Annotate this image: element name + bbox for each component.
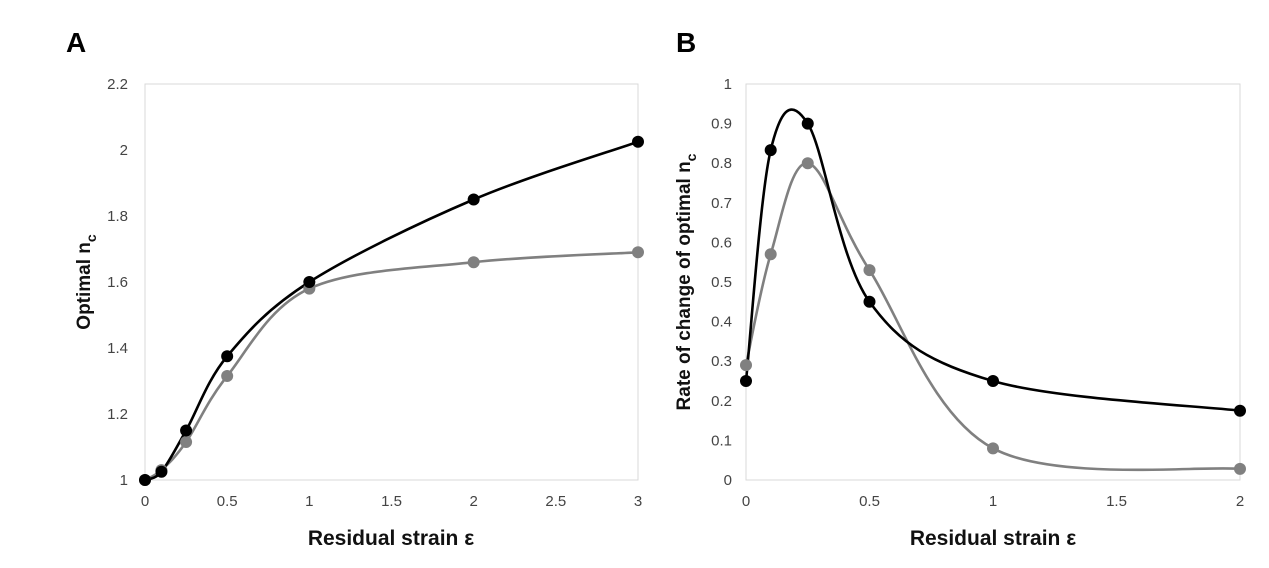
panel-b-series-2-point (801, 157, 814, 170)
panel-b-y-tick-label: 0.5 (711, 274, 732, 291)
panel-a-y-tick-label: 1.4 (107, 340, 128, 357)
panel-b-series-1-point (1234, 404, 1246, 417)
panel-a-x-axis-title: Residual strain ε (308, 527, 474, 550)
panel-a-series-1-point (303, 276, 316, 288)
panel-a-label: A (66, 27, 86, 58)
panel-b-y-tick-labels: 0 0.1 0.2 0.3 0.4 0.5 0.6 0.7 0.8 0.9 1 (711, 76, 732, 489)
panel-a-series-1-line (143, 140, 640, 482)
panel-a-y-tick-label: 1 (120, 472, 128, 489)
panel-b-x-tick-label: 0.5 (859, 493, 880, 510)
panel-b-series-1-point (764, 144, 777, 157)
panel-a-series-group (139, 135, 644, 486)
panel-a-y-axis-title: Optimal nc (74, 234, 99, 330)
panel-a-series-1-point (139, 474, 151, 486)
panel-b-series-2-point (1234, 462, 1246, 475)
panel-b-label: B (676, 27, 696, 58)
panel-b-series-1-point (863, 295, 876, 308)
panel-b-series-group (740, 108, 1246, 475)
panel-b-y-tick-label: 0.4 (711, 314, 732, 331)
panel-a-y-tick-label: 2.2 (107, 76, 128, 93)
panel-a-y-tick-label: 1.6 (107, 274, 128, 291)
panel-a-series-1-point (467, 193, 480, 206)
panel-a-x-tick-label: 2 (469, 493, 477, 510)
panel-a-series-1-point (221, 350, 234, 363)
panel-a-x-tick-label: 2.5 (545, 493, 566, 510)
panel-b-x-tick-label: 1 (989, 493, 997, 510)
panel-b-x-axis-title: Residual strain ε (910, 527, 1076, 550)
panel-a-x-tick-labels: 0 0.5 1 1.5 2 2.5 3 (141, 493, 642, 510)
panel-b-series-1-point (987, 375, 999, 387)
panel-b-y-tick-label: 0.1 (711, 432, 732, 449)
panel-a-y-axis-title-main: Optimal n (74, 242, 95, 330)
panel-a-series-1-point (180, 424, 193, 437)
panel-b-y-tick-label: 0.8 (711, 155, 732, 172)
panel-a-x-tick-label: 1.5 (381, 493, 402, 510)
panel-b-x-tick-label: 1.5 (1106, 493, 1127, 510)
panel-b-x-tick-labels: 0 0.5 1 1.5 2 (742, 493, 1244, 510)
panel-a: A 1 1.2 1.4 1.6 1.8 2 2.2 0 0.5 1 1.5 2 2.5 3 Residu… (66, 27, 644, 550)
panel-a-series-1-point (155, 465, 168, 478)
panel-b-series-2-point (987, 442, 999, 455)
panel-a-x-tick-label: 1 (305, 493, 313, 510)
panel-a-x-tick-label: 0 (141, 493, 149, 510)
panel-b-y-tick-label: 0 (724, 472, 732, 489)
panel-a-series-2-point (221, 370, 234, 383)
panel-b-series-1-point (801, 117, 814, 130)
panel-b-plot-area (745, 83, 1241, 481)
panel-a-series-1-point (632, 135, 644, 148)
panel-b-series-2-point (764, 248, 777, 261)
panel-a-y-tick-label: 2 (120, 142, 128, 159)
panel-b-x-tick-label: 2 (1236, 493, 1244, 510)
panel-a-x-tick-label: 0.5 (217, 493, 238, 510)
panel-b-y-axis-title: Rate of change of optimal nc (674, 153, 699, 410)
panel-a-x-tick-label: 3 (634, 493, 642, 510)
panel-b-y-axis-title-main: Rate of change of optimal n (674, 161, 695, 410)
panel-a-y-axis-title-subscript: c (83, 234, 99, 242)
panel-a-y-tick-label: 1.8 (107, 208, 128, 225)
panel-b-series-2-point (863, 264, 876, 277)
panel-b: B 0 0.1 0.2 0.3 0.4 0.5 0.6 0.7 0.8 0.9 1 0 0.5 1 1.5… (674, 27, 1246, 550)
panel-b-series-1-point (740, 375, 752, 387)
panel-a-series-2-point (180, 436, 193, 449)
panel-b-y-tick-label: 1 (724, 76, 732, 93)
panel-a-y-tick-label: 1.2 (107, 406, 128, 423)
panel-b-y-tick-label: 0.9 (711, 116, 732, 133)
panel-b-series-1-line (744, 108, 1242, 412)
panel-a-plot-area (144, 83, 639, 481)
panel-b-y-tick-label: 0.6 (711, 234, 732, 251)
panel-a-series-2-point (632, 246, 644, 259)
panel-b-series-2-line (744, 161, 1242, 472)
panel-b-x-tick-label: 0 (742, 493, 750, 510)
panel-b-series-2-point (740, 359, 752, 372)
panel-a-y-tick-labels: 1 1.2 1.4 1.6 1.8 2 2.2 (107, 76, 128, 489)
panel-b-y-axis-title-subscript: c (683, 153, 699, 161)
panel-a-series-2-point (467, 256, 480, 269)
panel-b-y-tick-label: 0.2 (711, 393, 732, 410)
panel-b-y-tick-label: 0.3 (711, 353, 732, 370)
panel-b-y-tick-label: 0.7 (711, 195, 732, 212)
